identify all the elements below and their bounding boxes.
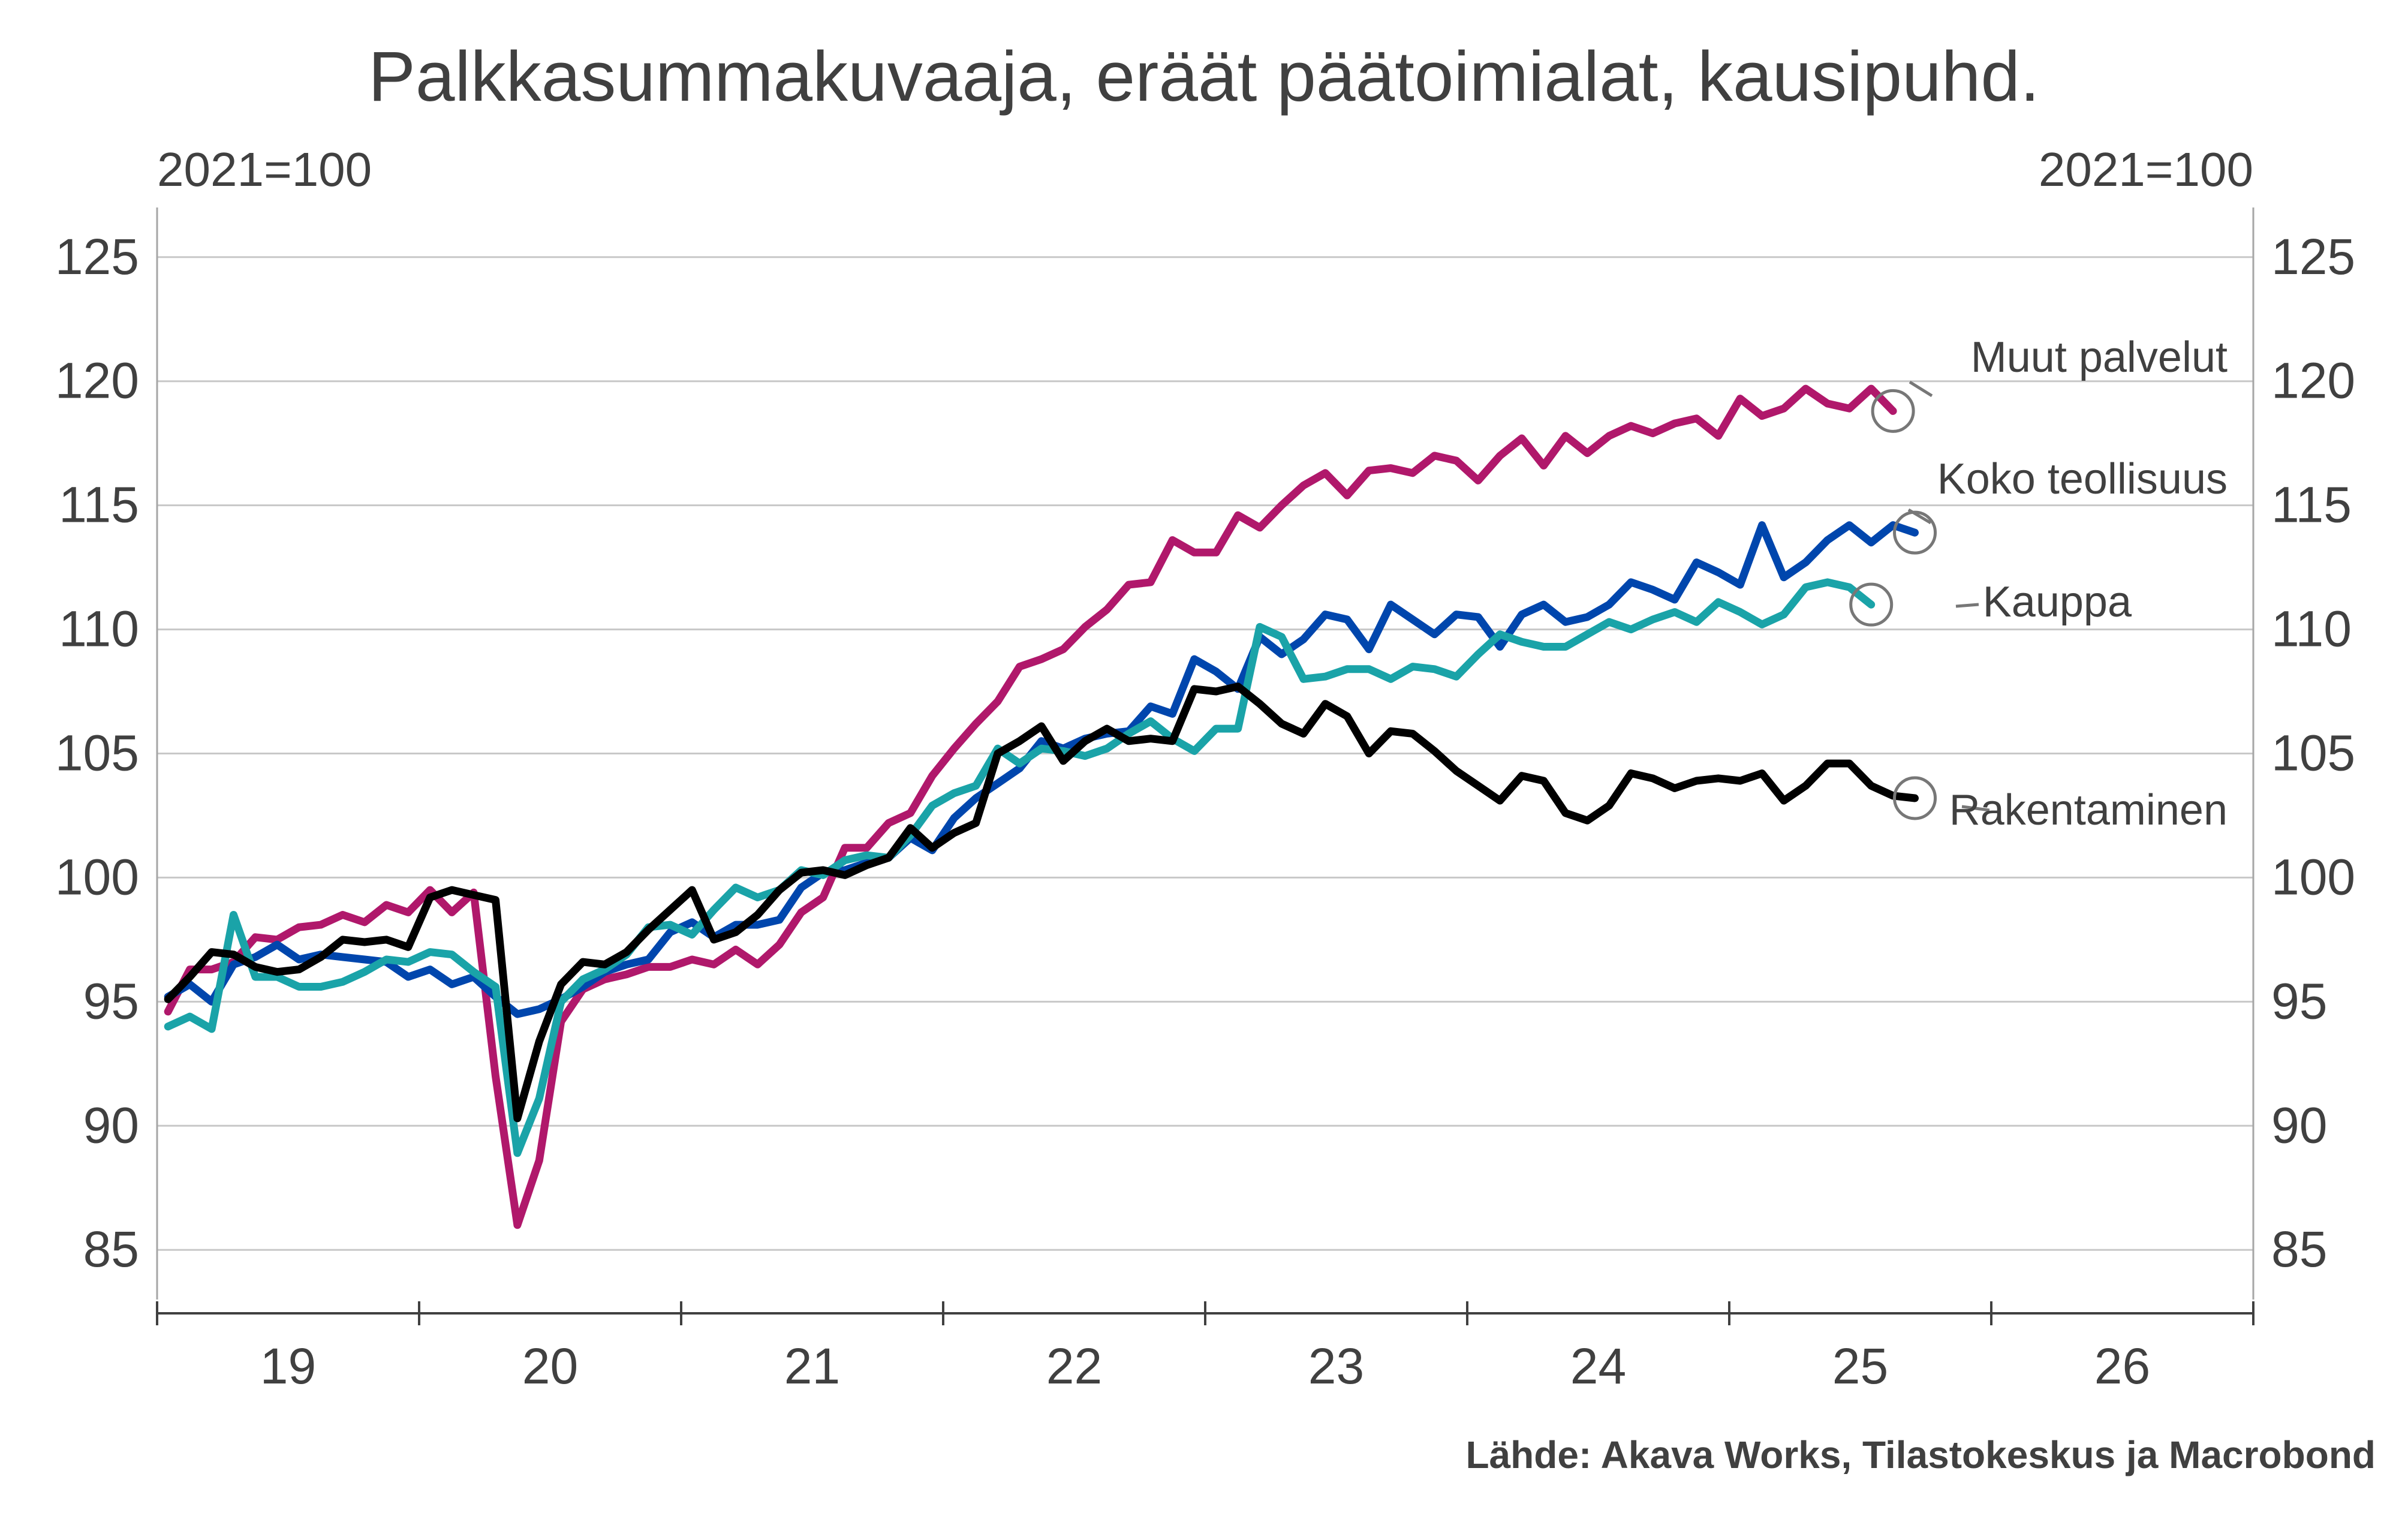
series-label: Koko teollisuus [1937,455,2228,503]
end-marker-circle [1893,776,1937,820]
left-axis-unit: 2021=100 [157,143,372,196]
source-note: Lähde: Akava Works, Tilastokeskus ja Mac… [1465,1433,2376,1476]
y-tick-label-left: 125 [55,228,139,285]
series-line-1 [164,521,1919,1018]
x-tick-label: 24 [1570,1338,1626,1394]
y-axis-left: 85 90 95 100 105 110 115 120 125 [55,207,158,1300]
x-tick-label: 22 [1046,1338,1102,1394]
series-labels: Muut palvelut Koko teollisuus Kauppa Rakent… [1849,333,2228,834]
x-tick-label: 26 [2094,1338,2150,1394]
series-lines [164,384,1919,1229]
series-line-2 [164,578,1876,1157]
y-tick-label-right: 90 [2271,1097,2327,1153]
x-tick-label: 21 [784,1338,840,1394]
x-tick-label: 20 [522,1338,578,1394]
y-tick-label-left: 100 [55,849,139,905]
series-line-3 [164,682,1919,1123]
y-tick-label-right: 120 [2271,353,2355,409]
series-label: Muut palvelut [1971,333,2228,381]
series-line-0 [164,384,1897,1229]
x-tick-label: 23 [1308,1338,1364,1394]
y-tick-label-left: 85 [83,1221,139,1277]
y-tick-label-left: 95 [83,973,139,1029]
y-tick-label-left: 105 [55,725,139,781]
y-tick-label-right: 115 [2271,477,2352,533]
y-tick-label-right: 85 [2271,1221,2327,1277]
y-tick-label-right: 105 [2271,725,2355,781]
x-tick-label: 25 [1832,1338,1888,1394]
end-marker-circle [1871,389,1915,433]
gridlines [157,256,2253,1251]
x-axis: 19 20 21 22 23 24 25 26 [156,1301,2255,1394]
y-tick-label-left: 90 [83,1097,139,1153]
y-tick-label-left: 115 [59,477,139,533]
label-leader-line [1955,603,1979,608]
y-axis-right: 85 90 95 100 105 110 115 120 125 [2252,207,2355,1300]
end-marker-circle [1849,582,1894,627]
label-leader-line [1907,508,1932,525]
x-tick-label: 19 [260,1338,316,1394]
y-tick-label-right: 95 [2271,973,2327,1029]
right-axis-unit: 2021=100 [2039,143,2253,196]
chart-title: Palkkasummakuvaaja, eräät päätoimialat, … [368,37,2040,116]
series-label: Rakentaminen [1949,786,2228,834]
y-tick-label-right: 100 [2271,849,2355,905]
y-tick-label-right: 125 [2271,228,2355,285]
y-tick-label-left: 110 [59,601,139,657]
y-tick-label-right: 110 [2271,601,2352,657]
label-leader-line [1961,805,1990,812]
series-label: Kauppa [1983,578,2132,626]
label-leader-line [1909,380,1933,398]
y-tick-label-left: 120 [55,353,139,409]
